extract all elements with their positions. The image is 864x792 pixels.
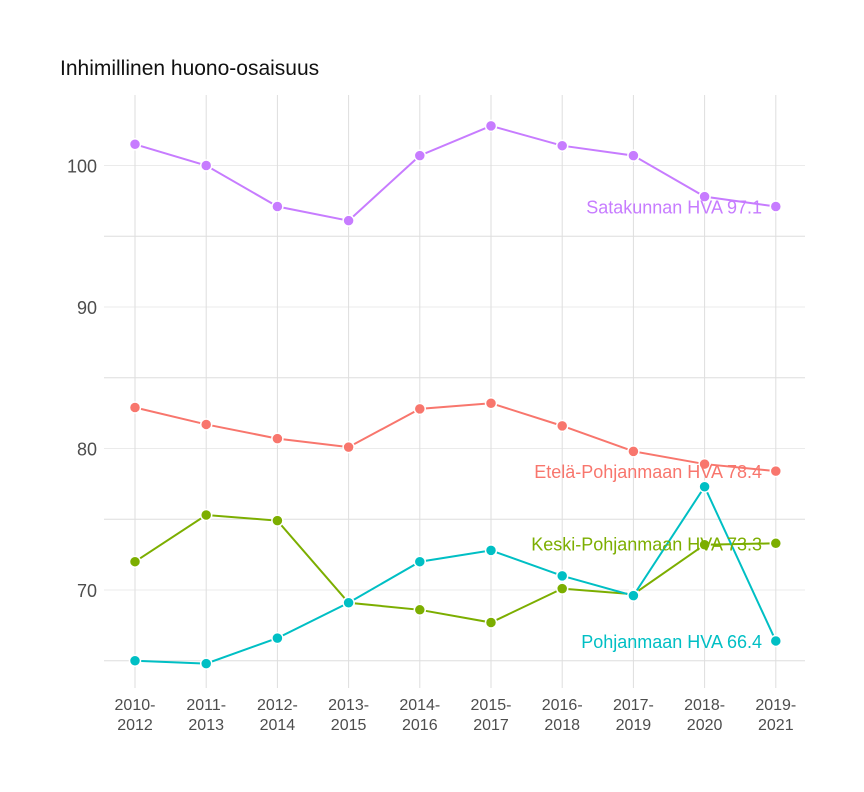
x-tick-label: 2011- 2013 bbox=[186, 697, 226, 734]
series-satakunnan-hva bbox=[128, 119, 783, 227]
data-point bbox=[128, 555, 142, 568]
series-line bbox=[134, 402, 776, 473]
x-tick-label: 2015- 2017 bbox=[471, 697, 512, 734]
data-point bbox=[627, 445, 640, 458]
x-tick-label-line: 2017- bbox=[613, 697, 654, 714]
x-tick-label-line: 2012- bbox=[257, 697, 298, 714]
data-point bbox=[199, 657, 213, 670]
series-keski-pohjanmaan-hva bbox=[128, 508, 783, 629]
data-point bbox=[199, 508, 213, 522]
data-point bbox=[271, 631, 284, 645]
series-end-label: Pohjanmaan HVA 66.4 bbox=[581, 632, 762, 652]
series-line bbox=[134, 484, 777, 665]
x-tick-label-line: 2015 bbox=[331, 717, 367, 734]
data-point bbox=[769, 464, 783, 478]
x-tick-label-line: 2021 bbox=[758, 717, 794, 734]
series-pohjanmaan-hva bbox=[128, 480, 783, 670]
data-point bbox=[413, 555, 427, 568]
y-axis-ticks: 70 80 90 100 bbox=[67, 157, 97, 602]
data-point bbox=[555, 419, 569, 433]
data-point bbox=[342, 596, 355, 609]
series-line bbox=[134, 124, 776, 222]
series-line bbox=[134, 513, 776, 624]
data-point bbox=[627, 589, 640, 602]
series-labels: Satakunnan HVA 97.1 Etelä-Pohjanmaan HVA … bbox=[531, 198, 762, 652]
series-end-label: Satakunnan HVA 97.1 bbox=[586, 198, 762, 218]
data-point bbox=[769, 537, 783, 550]
x-tick-label-line: 2018 bbox=[544, 717, 580, 734]
data-point bbox=[342, 214, 355, 227]
data-point bbox=[769, 634, 783, 648]
x-tick-label: 2014- 2016 bbox=[399, 697, 440, 734]
x-tick-label: 2017- 2019 bbox=[613, 697, 654, 734]
x-tick-label-line: 2019- bbox=[755, 697, 796, 714]
data-point bbox=[698, 538, 711, 551]
data-point bbox=[555, 569, 569, 583]
data-point bbox=[128, 401, 142, 414]
x-tick-label-line: 2020 bbox=[687, 717, 723, 734]
series-etel-pohjanmaan-hva bbox=[128, 396, 783, 478]
data-point bbox=[128, 654, 142, 667]
data-point bbox=[128, 138, 142, 151]
x-axis-ticks: 2010- 2012 2011- 2013 2012- 2014 2013- 2015 2014… bbox=[115, 697, 797, 734]
data-point bbox=[271, 200, 284, 213]
x-tick-label-line: 2014- bbox=[399, 697, 440, 714]
data-point bbox=[484, 616, 498, 629]
data-point bbox=[484, 119, 498, 133]
x-tick-label-line: 2018- bbox=[684, 697, 725, 714]
x-tick-label-line: 2017 bbox=[473, 717, 509, 734]
x-tick-label: 2012- 2014 bbox=[257, 697, 298, 734]
series-end-label: Etelä-Pohjanmaan HVA 78.4 bbox=[534, 462, 762, 482]
data-point bbox=[555, 139, 569, 152]
x-tick-label-line: 2016 bbox=[402, 717, 438, 734]
data-point bbox=[484, 396, 498, 410]
x-tick-label-line: 2014 bbox=[260, 717, 296, 734]
data-point bbox=[271, 432, 284, 445]
x-tick-label: 2013- 2015 bbox=[328, 697, 369, 734]
x-tick-label-line: 2013 bbox=[188, 717, 224, 734]
data-point bbox=[769, 200, 783, 213]
data-point bbox=[271, 514, 284, 527]
x-tick-label-line: 2015- bbox=[471, 697, 512, 714]
data-point bbox=[627, 149, 640, 162]
y-tick-label: 100 bbox=[67, 157, 97, 177]
data-point bbox=[199, 418, 213, 431]
data-point bbox=[413, 149, 427, 162]
x-tick-label-line: 2012 bbox=[117, 717, 153, 734]
x-tick-label: 2016- 2018 bbox=[542, 697, 583, 734]
chart-title: Inhimillinen huono-osaisuus bbox=[60, 57, 320, 80]
x-tick-label-line: 2019 bbox=[616, 717, 652, 734]
x-tick-label-line: 2010- bbox=[115, 697, 156, 714]
x-tick-label: 2018- 2020 bbox=[684, 697, 725, 734]
data-point bbox=[484, 544, 498, 557]
x-tick-label: 2010- 2012 bbox=[115, 697, 156, 734]
data-point bbox=[698, 190, 711, 203]
y-tick-label: 70 bbox=[77, 581, 97, 601]
x-tick-label: 2019- 2021 bbox=[755, 697, 796, 734]
grid bbox=[104, 95, 805, 688]
data-point bbox=[698, 480, 711, 493]
series-end-label: Keski-Pohjanmaan HVA 73.3 bbox=[531, 534, 762, 554]
data-point bbox=[413, 603, 427, 617]
data-point bbox=[413, 402, 427, 416]
y-tick-label: 90 bbox=[77, 298, 97, 318]
data-point bbox=[698, 457, 711, 471]
x-tick-label-line: 2011- bbox=[186, 697, 226, 714]
data-point bbox=[199, 159, 213, 172]
data-point bbox=[555, 582, 569, 595]
y-tick-label: 80 bbox=[77, 440, 97, 460]
data-point bbox=[342, 440, 355, 454]
x-tick-label-line: 2016- bbox=[542, 697, 583, 714]
x-tick-label-line: 2013- bbox=[328, 697, 369, 714]
series-group bbox=[128, 119, 783, 670]
